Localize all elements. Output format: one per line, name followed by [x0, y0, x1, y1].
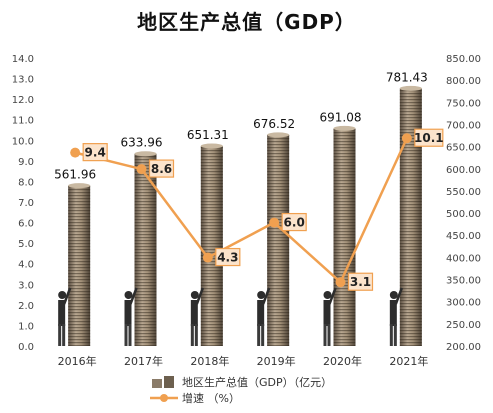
growth-label-box — [414, 128, 444, 147]
coin-stack-icon — [152, 376, 174, 388]
gdp-data-label: 633.96 — [121, 136, 163, 150]
gdp-data-label: 781.43 — [386, 70, 428, 84]
right-axis-tick-label: 850.00 — [446, 54, 481, 65]
gdp-bar-texture — [200, 146, 223, 346]
gdp-bar-texture — [68, 185, 91, 346]
category-tick-label: 2020年 — [323, 354, 362, 368]
gdp-data-label: 651.31 — [187, 128, 229, 142]
growth-data-label: 10.1 — [414, 131, 444, 145]
person-figure-icon — [257, 287, 271, 346]
growth-label-box — [347, 272, 374, 291]
left-axis-tick-label: 14.0 — [12, 54, 34, 65]
right-axis-tick-label: 300.00 — [446, 298, 481, 309]
gdp-bar-cap — [200, 143, 223, 149]
gdp-bar-cap — [68, 183, 91, 189]
right-axis-tick-label: 800.00 — [446, 76, 481, 87]
left-axis-tick-label: 2.0 — [18, 301, 34, 312]
right-axis-tick-label: 650.00 — [446, 143, 481, 154]
gdp-bar-cap — [134, 151, 157, 157]
growth-data-label: 3.1 — [350, 275, 371, 289]
growth-point — [269, 217, 280, 228]
left-axis-tick-label: 6.0 — [18, 219, 34, 230]
left-axis-tick-label: 9.0 — [18, 157, 34, 168]
right-axis-tick-label: 750.00 — [446, 98, 481, 109]
growth-point — [202, 252, 213, 263]
right-axis-tick-label: 200.00 — [446, 342, 481, 353]
person-figure-icon — [389, 287, 404, 346]
right-axis-tick-label: 400.00 — [446, 253, 481, 264]
person-figure-icon — [124, 287, 138, 346]
left-axis-tick-label: 11.0 — [12, 116, 34, 127]
legend-item-gdp: 地区生产总值（GDP）（亿元） — [150, 374, 332, 390]
gdp-data-label: 561.96 — [54, 168, 96, 182]
right-axis-tick-label: 350.00 — [446, 276, 481, 287]
left-axis-tick-label: 13.0 — [12, 75, 34, 86]
gdp-data-label: 691.08 — [320, 110, 362, 124]
gdp-bar-texture — [134, 153, 157, 346]
growth-point — [136, 164, 147, 175]
growth-data-label: 4.3 — [217, 251, 238, 265]
right-axis-tick-label: 600.00 — [446, 165, 481, 176]
growth-label-box — [215, 247, 241, 267]
left-axis-tick-label: 1.0 — [18, 321, 34, 332]
right-axis-tick-label: 250.00 — [446, 320, 481, 331]
right-axis-tick-label: 550.00 — [446, 187, 481, 198]
growth-line — [74, 137, 408, 285]
right-axis-tick-label: 700.00 — [446, 120, 481, 131]
left-axis-tick-label: 8.0 — [18, 177, 34, 188]
left-axis-tick-label: 12.0 — [12, 95, 34, 106]
left-axis-tick-label: 4.0 — [18, 260, 34, 271]
left-axis-tick-label: 3.0 — [18, 280, 34, 291]
right-axis-tick-label: 450.00 — [446, 231, 481, 242]
legend-item-growth: 增速 （%） — [150, 390, 332, 406]
person-figure-icon — [323, 287, 337, 346]
person-figure-icon — [190, 287, 205, 346]
growth-point — [401, 133, 412, 144]
gdp-bar-cap — [399, 85, 422, 91]
growth-data-label: 8.6 — [151, 162, 172, 176]
growth-data-label: 9.4 — [85, 146, 106, 160]
legend-label-growth: 增速 （%） — [182, 392, 240, 405]
growth-data-label: 6.0 — [284, 216, 305, 230]
growth-label-box — [148, 159, 175, 178]
chart-legend: 地区生产总值（GDP）（亿元） 增速 （%） — [150, 374, 332, 406]
left-axis-tick-label: 10.0 — [12, 136, 34, 147]
gdp-bar-texture — [267, 134, 290, 346]
gdp-data-label: 676.52 — [253, 117, 295, 131]
growth-point — [335, 277, 346, 288]
growth-point — [70, 147, 81, 158]
category-tick-label: 2021年 — [389, 354, 428, 368]
gdp-bar-cap — [333, 125, 356, 131]
category-tick-label: 2016年 — [58, 354, 97, 368]
legend-label-gdp: 地区生产总值（GDP）（亿元） — [182, 376, 333, 389]
gdp-bar-texture — [333, 128, 356, 346]
category-tick-label: 2017年 — [124, 354, 163, 368]
category-tick-label: 2018年 — [190, 354, 229, 368]
left-axis-tick-label: 0.0 — [18, 342, 34, 353]
left-axis-tick-label: 7.0 — [18, 198, 34, 209]
gdp-bar-cap — [267, 132, 290, 138]
chart-title: 地区生产总值（GDP） — [137, 10, 356, 34]
left-axis-tick-label: 5.0 — [18, 239, 34, 250]
gdp-bar-texture — [399, 88, 422, 347]
category-tick-label: 2019年 — [257, 354, 296, 368]
right-axis-tick-label: 500.00 — [446, 209, 481, 220]
person-figure-icon — [58, 287, 72, 346]
growth-label-box — [281, 212, 307, 232]
growth-label-box — [82, 143, 108, 162]
line-marker-icon — [150, 394, 178, 402]
